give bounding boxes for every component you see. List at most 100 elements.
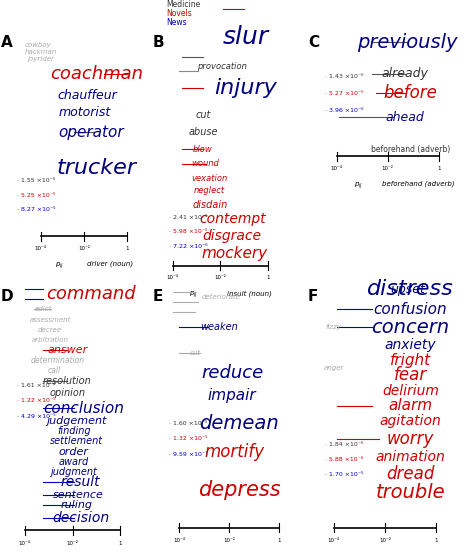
Text: upset: upset — [390, 283, 425, 296]
Text: · 4.29 ×10⁻⁵: · 4.29 ×10⁻⁵ — [17, 413, 55, 418]
Text: blow: blow — [193, 145, 213, 153]
Text: concern: concern — [372, 318, 449, 337]
Text: cut: cut — [195, 110, 211, 120]
Text: ruling: ruling — [61, 500, 92, 510]
Text: · 3.96 ×10⁻⁶: · 3.96 ×10⁻⁶ — [325, 108, 364, 113]
Text: contempt: contempt — [199, 213, 265, 226]
Text: 10⁻⁴: 10⁻⁴ — [173, 538, 185, 543]
Text: wound: wound — [192, 159, 219, 168]
Text: determination: determination — [31, 355, 85, 365]
Text: · 9.59 ×10⁻⁷: · 9.59 ×10⁻⁷ — [169, 452, 207, 457]
Text: anger: anger — [324, 365, 344, 371]
Text: hackman: hackman — [25, 49, 57, 55]
Text: · 1.55 ×10⁻⁵: · 1.55 ×10⁻⁵ — [17, 178, 55, 183]
Text: sentence: sentence — [53, 490, 103, 500]
Text: animation: animation — [375, 450, 446, 464]
Text: judgment: judgment — [51, 467, 97, 477]
Text: weaken: weaken — [200, 322, 238, 332]
Text: mortify: mortify — [205, 443, 265, 461]
Text: 10⁻²: 10⁻² — [379, 538, 391, 543]
Text: coachman: coachman — [50, 65, 143, 83]
Text: 10⁻²: 10⁻² — [214, 275, 226, 280]
Text: 10⁻²: 10⁻² — [223, 538, 235, 543]
Text: · 1.61 ×10⁻⁴: · 1.61 ×10⁻⁴ — [17, 383, 55, 388]
Text: 1: 1 — [434, 538, 438, 543]
Text: slur: slur — [222, 25, 269, 49]
Text: distress: distress — [367, 279, 454, 299]
Text: motorist: motorist — [58, 106, 111, 119]
Text: · 5.27 ×10⁻⁵: · 5.27 ×10⁻⁵ — [325, 91, 364, 95]
Text: 10⁻²: 10⁻² — [67, 540, 79, 545]
Text: · 5.88 ×10⁻⁶: · 5.88 ×10⁻⁶ — [325, 457, 364, 462]
Text: arbitration: arbitration — [32, 337, 69, 343]
Text: neglect: neglect — [194, 186, 225, 195]
Text: decree: decree — [38, 327, 62, 333]
Text: · 5.25 ×10⁻⁵: · 5.25 ×10⁻⁵ — [17, 193, 55, 198]
Text: 10⁻²: 10⁻² — [78, 246, 90, 251]
Text: order: order — [59, 447, 89, 457]
Text: $p_{ij}$: $p_{ij}$ — [189, 290, 198, 300]
Text: cut: cut — [190, 349, 201, 355]
Text: delirium: delirium — [382, 384, 439, 397]
Text: impair: impair — [208, 388, 256, 404]
Text: beforehand (adverb): beforehand (adverb) — [382, 181, 455, 187]
Text: abuse: abuse — [188, 127, 218, 137]
Text: 10⁻⁴: 10⁻⁴ — [328, 538, 340, 543]
Text: vexation: vexation — [191, 174, 228, 183]
Text: Novels: Novels — [166, 9, 191, 18]
Text: C: C — [308, 35, 319, 50]
Text: before: before — [383, 84, 438, 102]
Text: 10⁻⁴: 10⁻⁴ — [35, 246, 47, 251]
Text: opinion: opinion — [49, 388, 85, 398]
Text: confusion: confusion — [374, 302, 447, 317]
Text: F: F — [308, 289, 319, 304]
Text: call: call — [47, 366, 61, 375]
Text: 10⁻²: 10⁻² — [382, 166, 394, 171]
Text: A: A — [1, 35, 13, 50]
Text: assessment: assessment — [29, 317, 71, 322]
Text: result: result — [61, 475, 100, 489]
Text: cowboy: cowboy — [25, 41, 52, 47]
Text: · 1.32 ×10⁻⁵: · 1.32 ×10⁻⁵ — [169, 437, 207, 442]
Text: · 1.22 ×10⁻⁵: · 1.22 ×10⁻⁵ — [17, 399, 55, 404]
Text: · 2.41 ×10⁻⁵: · 2.41 ×10⁻⁵ — [169, 215, 207, 220]
Text: News: News — [166, 18, 187, 27]
Text: anxiety: anxiety — [385, 338, 436, 352]
Text: conclusion: conclusion — [43, 401, 124, 416]
Text: 1: 1 — [118, 540, 122, 545]
Text: provocation: provocation — [197, 62, 246, 71]
Text: · 1.70 ×10⁻⁵: · 1.70 ×10⁻⁵ — [325, 472, 364, 477]
Text: · 5.98 ×10⁻⁵: · 5.98 ×10⁻⁵ — [169, 229, 207, 234]
Text: reduce: reduce — [201, 364, 264, 382]
Text: disdain: disdain — [192, 200, 228, 210]
Text: 1: 1 — [277, 538, 281, 543]
Text: trucker: trucker — [56, 158, 137, 178]
Text: D: D — [1, 289, 14, 304]
Text: driver (noun): driver (noun) — [87, 261, 133, 267]
Text: award: award — [59, 457, 89, 467]
Text: fizzy: fizzy — [326, 324, 342, 330]
Text: injury: injury — [214, 78, 277, 98]
Text: $p_{ij}$: $p_{ij}$ — [355, 181, 364, 191]
Text: joyrider: joyrider — [27, 56, 54, 62]
Text: alarm: alarm — [388, 399, 433, 413]
Text: · 1.60 ×10⁻⁵: · 1.60 ×10⁻⁵ — [169, 421, 207, 426]
Text: · 1.43 ×10⁻⁶: · 1.43 ×10⁻⁶ — [325, 73, 364, 79]
Text: worry: worry — [387, 430, 434, 448]
Text: answer: answer — [47, 345, 87, 355]
Text: settlement: settlement — [50, 437, 103, 447]
Text: B: B — [153, 35, 164, 50]
Text: decision: decision — [52, 511, 109, 524]
Text: chauffeur: chauffeur — [57, 89, 117, 102]
Text: demean: demean — [199, 414, 279, 433]
Text: fright: fright — [390, 353, 431, 368]
Text: mockery: mockery — [202, 246, 268, 261]
Text: previously: previously — [357, 33, 458, 52]
Text: dread: dread — [386, 465, 435, 484]
Text: operator: operator — [58, 125, 124, 140]
Text: judgement: judgement — [46, 416, 107, 426]
Text: 1: 1 — [437, 166, 441, 171]
Text: E: E — [153, 289, 163, 304]
Text: fear: fear — [394, 367, 427, 385]
Text: deteriorate: deteriorate — [202, 294, 241, 300]
